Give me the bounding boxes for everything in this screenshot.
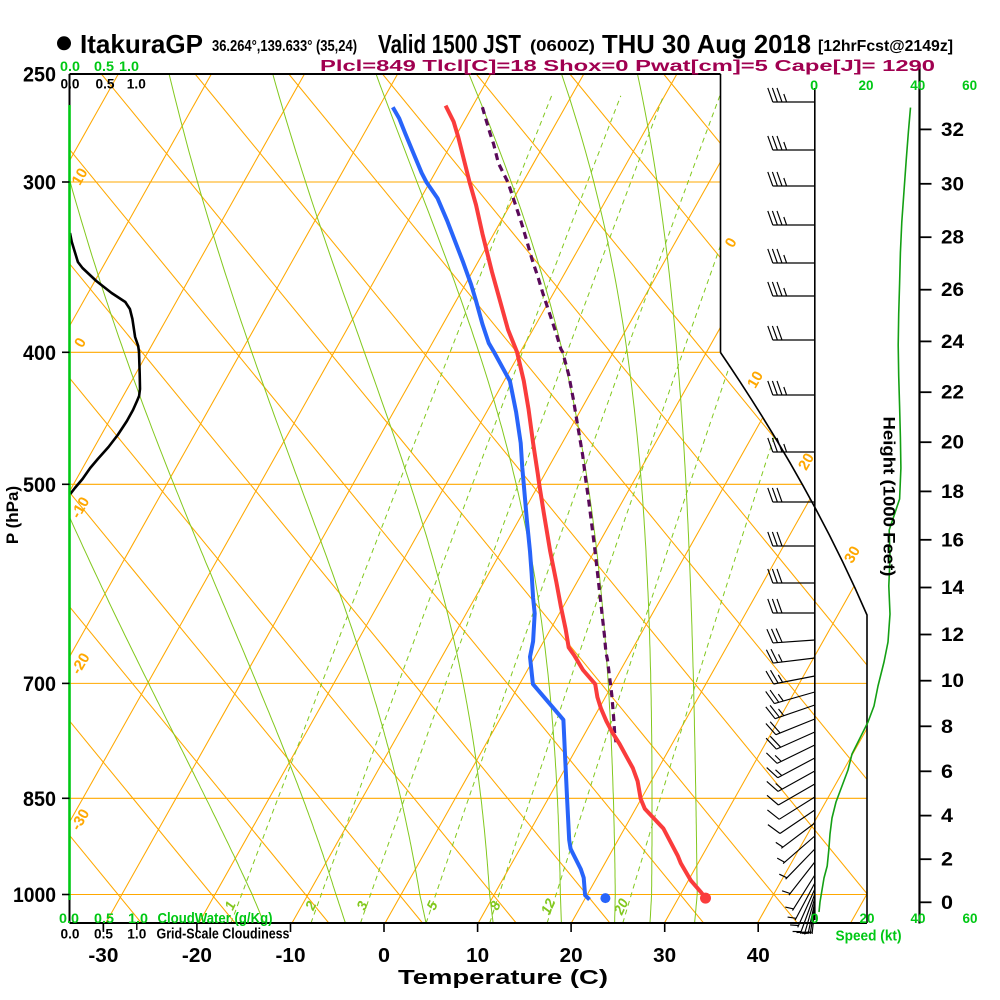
- svg-text:12: 12: [941, 625, 964, 646]
- svg-text:ItakuraGP: ItakuraGP: [80, 29, 203, 59]
- svg-text:500: 500: [23, 474, 56, 497]
- svg-text:400: 400: [23, 342, 56, 365]
- svg-text:1.0: 1.0: [128, 910, 148, 926]
- svg-text:0.0: 0.0: [61, 76, 80, 92]
- svg-text:(0600Z): (0600Z): [530, 38, 595, 55]
- svg-text:1.0: 1.0: [127, 76, 146, 92]
- svg-text:0: 0: [811, 910, 819, 926]
- svg-text:0: 0: [378, 945, 390, 967]
- svg-text:20: 20: [610, 896, 632, 918]
- svg-text:16: 16: [941, 530, 964, 551]
- svg-text:32: 32: [941, 120, 964, 141]
- svg-text:20: 20: [560, 945, 583, 967]
- svg-text:-20: -20: [182, 945, 212, 967]
- svg-text:Valid 1500 JST: Valid 1500 JST: [378, 29, 521, 59]
- svg-text:Speed (kt): Speed (kt): [836, 929, 902, 945]
- svg-text:0.5: 0.5: [94, 926, 113, 942]
- svg-text:Plcl=849 Tlcl[C]=18 Shox=0 Pwa: Plcl=849 Tlcl[C]=18 Shox=0 Pwat[cm]=5 Ca…: [320, 58, 935, 75]
- svg-text:14: 14: [941, 578, 964, 599]
- svg-text:18: 18: [941, 482, 964, 503]
- svg-text:700: 700: [23, 673, 56, 696]
- svg-text:10: 10: [466, 945, 489, 967]
- svg-text:1.0: 1.0: [127, 926, 146, 942]
- svg-text:60: 60: [963, 910, 978, 926]
- svg-text:300: 300: [23, 172, 56, 195]
- svg-text:30: 30: [841, 543, 864, 566]
- svg-text:26: 26: [941, 280, 964, 301]
- svg-text:30: 30: [653, 945, 676, 967]
- svg-text:Grid-Scale Cloudiness: Grid-Scale Cloudiness: [157, 927, 290, 943]
- svg-text:22: 22: [941, 383, 964, 404]
- svg-text:6: 6: [941, 762, 953, 783]
- svg-text:36.264°,139.633° (35,24): 36.264°,139.633° (35,24): [212, 38, 357, 55]
- svg-text:Temperature (C): Temperature (C): [398, 967, 608, 989]
- svg-text:20: 20: [795, 450, 818, 473]
- svg-text:0.5: 0.5: [94, 58, 114, 74]
- svg-text:8: 8: [941, 717, 953, 738]
- svg-text:20: 20: [859, 77, 874, 93]
- svg-text:-30: -30: [88, 945, 118, 967]
- svg-text:28: 28: [941, 228, 964, 249]
- svg-text:40: 40: [911, 910, 926, 926]
- svg-text:0: 0: [810, 77, 818, 93]
- svg-text:850: 850: [23, 788, 56, 811]
- svg-text:0.0: 0.0: [59, 910, 79, 926]
- svg-text:0.5: 0.5: [96, 76, 115, 92]
- svg-text:20: 20: [941, 433, 964, 454]
- svg-text:60: 60: [962, 77, 977, 93]
- svg-text:[12hrFcst@2149z]: [12hrFcst@2149z]: [818, 38, 953, 55]
- svg-text:12: 12: [537, 896, 558, 917]
- svg-text:Height (1000 Feet): Height (1000 Feet): [880, 417, 899, 577]
- svg-text:2: 2: [941, 850, 953, 871]
- svg-text:30: 30: [941, 174, 964, 195]
- svg-text:250: 250: [23, 64, 56, 87]
- svg-text:10: 10: [69, 165, 92, 188]
- svg-text:24: 24: [941, 332, 964, 353]
- svg-text:P (hPa): P (hPa): [3, 486, 22, 544]
- svg-text:10: 10: [941, 671, 964, 692]
- svg-text:CloudWater (g/Kg): CloudWater (g/Kg): [158, 911, 273, 927]
- svg-text:0.0: 0.0: [61, 926, 80, 942]
- svg-text:1.0: 1.0: [119, 58, 139, 74]
- svg-text:40: 40: [747, 945, 770, 967]
- svg-text:-10: -10: [276, 945, 306, 967]
- svg-text:THU 30 Aug 2018: THU 30 Aug 2018: [602, 29, 811, 59]
- svg-text:40: 40: [910, 77, 925, 93]
- svg-text:10: 10: [744, 368, 767, 391]
- svg-text:4: 4: [941, 806, 953, 827]
- svg-text:0.5: 0.5: [94, 910, 114, 926]
- svg-text:1000: 1000: [13, 884, 56, 907]
- svg-text:0.0: 0.0: [60, 58, 80, 74]
- svg-text:20: 20: [860, 910, 875, 926]
- svg-text:0: 0: [941, 893, 953, 914]
